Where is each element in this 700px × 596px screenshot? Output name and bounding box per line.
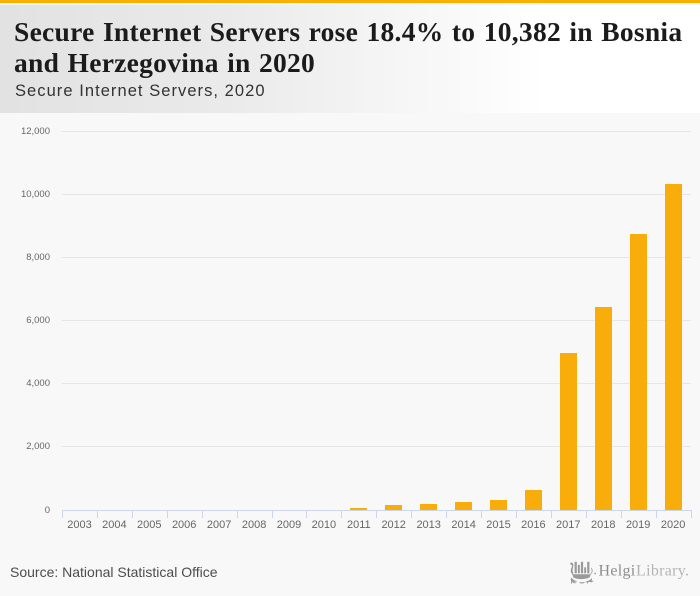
svg-text:Library.: Library. bbox=[636, 563, 689, 580]
svg-text:Helgi: Helgi bbox=[599, 563, 636, 580]
